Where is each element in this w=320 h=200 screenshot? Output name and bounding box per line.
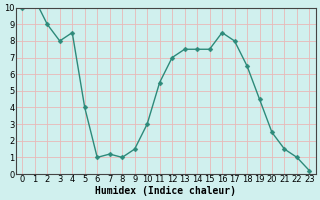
- X-axis label: Humidex (Indice chaleur): Humidex (Indice chaleur): [95, 186, 236, 196]
